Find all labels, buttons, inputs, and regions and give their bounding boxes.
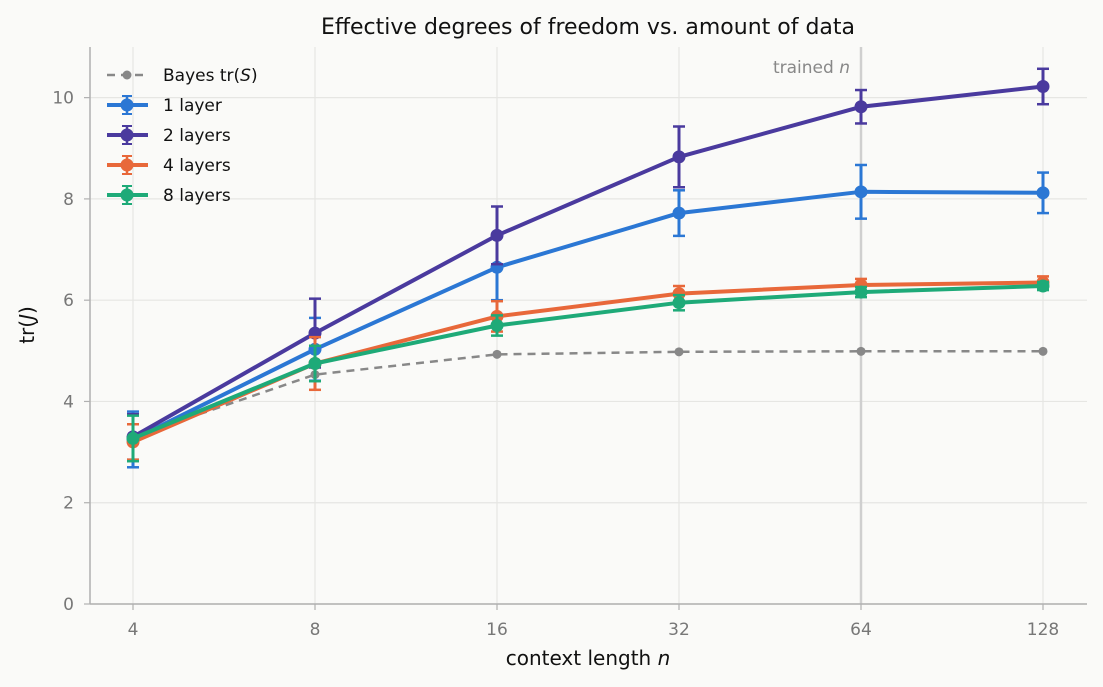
legend-marker [120,188,134,202]
x-tick-label: 16 [486,620,508,640]
data-point [672,287,686,301]
x-tick-label: 4 [128,620,139,640]
x-axis-label: context length n [506,646,671,670]
x-tick-label: 64 [850,620,872,640]
legend-label: 4 layers [163,156,231,176]
data-point [854,285,868,299]
data-point [308,356,322,370]
data-point [490,319,504,332]
y-tick-label: 4 [63,392,74,412]
legend-label: Bayes tr(S) [163,66,258,86]
legend-marker [120,98,134,112]
data-point [854,100,868,114]
data-point [854,185,868,199]
data-point [1038,346,1048,356]
legend-item-0: Bayes tr(S) [107,66,258,86]
series-layer [126,67,1050,469]
legend-item-3: 4 layers [107,155,231,176]
series-line [132,280,1044,444]
x-tick-label: 128 [1027,620,1059,640]
data-point [490,228,504,242]
legend-label: 2 layers [163,126,231,146]
legend-item-1: 1 layer [107,95,222,116]
x-tick-label: 32 [668,620,690,640]
y-tick-label: 8 [63,190,74,210]
data-point [672,296,686,310]
data-point [672,150,686,164]
series-3 [126,275,1050,461]
legend-item-4: 8 layers [107,185,231,206]
legend-marker [120,128,134,142]
series-4 [126,279,1050,463]
chart-title: Effective degrees of freedom vs. amount … [321,15,855,40]
legend: Bayes tr(S) 1 layer 2 layers 4 layers 8 laye… [107,66,258,206]
data-point [1036,186,1050,200]
legend-label: 8 layers [163,186,231,206]
series-line [132,84,1044,439]
annotation-trained-n: trained n [773,58,850,78]
y-tick-label: 2 [63,494,74,514]
data-point [1036,279,1050,293]
y-tick-label: 10 [52,89,74,109]
legend-item-2: 2 layers [107,125,231,146]
legend-marker [120,158,134,172]
series-line [132,350,1043,439]
data-point [1036,79,1050,93]
series-1 [126,163,1050,469]
axes: 4 8 16 32 64 128 0 2 4 6 8 10 [52,47,1087,640]
series-line [132,189,1044,442]
grid [90,47,1087,605]
x-tick-label: 8 [310,620,321,640]
y-tick-label: 0 [63,595,74,615]
data-point [492,349,502,359]
data-point [856,346,866,356]
data-point [674,347,684,357]
legend-label: 1 layer [163,96,222,116]
data-point [672,206,686,220]
data-point [126,431,140,445]
y-axis-label: tr(J) [15,306,39,344]
series-line [132,284,1044,441]
y-tick-label: 6 [63,291,74,311]
legend-marker [122,70,132,80]
